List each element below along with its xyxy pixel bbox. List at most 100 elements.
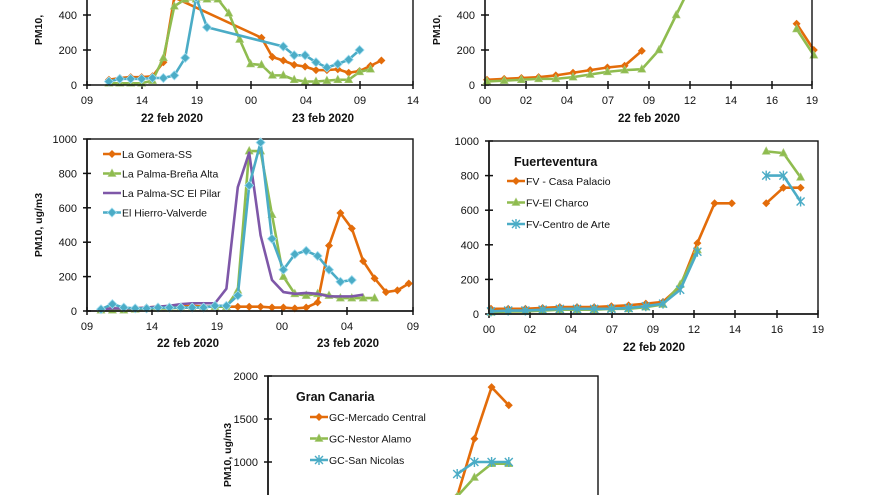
data-point <box>336 208 345 217</box>
data-point <box>301 62 310 71</box>
data-point <box>301 290 311 299</box>
y-ticks: 1000 1500 2000 <box>234 371 272 469</box>
y-tick-label: 1000 <box>455 136 479 148</box>
series-fv-el-charco <box>486 146 806 316</box>
data-point <box>125 73 136 84</box>
x-tick-label: 09 <box>81 321 93 333</box>
legend-label: GC-Mercado Central <box>329 412 426 424</box>
data-point <box>762 199 771 208</box>
legend-marker <box>314 455 324 465</box>
data-point <box>346 274 357 286</box>
x-tick-label: 04 <box>565 324 577 336</box>
data-point <box>452 469 462 480</box>
data-point <box>796 196 806 207</box>
legend-label: La Palma-SC El Pilar <box>122 188 221 200</box>
data-point <box>175 302 186 313</box>
chart-panel-c: PM10, ug/m3 0 200 400 600 800 1000 09 14 19 00 04… <box>33 134 419 350</box>
x-tick-label: 19 <box>806 95 818 107</box>
x-tick-label: 04 <box>300 95 312 107</box>
series-group <box>482 0 819 85</box>
data-point <box>779 183 788 192</box>
data-point <box>268 303 276 312</box>
legend-marker <box>107 168 117 177</box>
data-point <box>624 302 634 313</box>
data-point <box>516 74 526 84</box>
data-point <box>761 170 771 181</box>
series-line <box>490 251 699 313</box>
legend-item: FV-El Charco <box>507 197 589 210</box>
legend-label: GC-Nestor Alamo <box>329 434 411 446</box>
x-tick-label: 00 <box>276 321 288 333</box>
x-tick-label: 09 <box>647 324 659 336</box>
data-point <box>366 64 375 73</box>
data-point <box>693 239 702 248</box>
legend-marker <box>106 207 118 218</box>
y-axis-label: PM10, <box>431 15 443 45</box>
data-point <box>180 0 190 3</box>
data-point <box>278 271 288 280</box>
data-point <box>778 170 788 181</box>
data-point <box>504 401 513 410</box>
y-tick-label: 1500 <box>234 414 258 426</box>
data-point <box>136 73 147 84</box>
data-point <box>255 137 266 148</box>
series-cyan-series <box>103 0 365 87</box>
x-tick-label: 14 <box>407 95 419 107</box>
data-point <box>370 274 379 283</box>
legend-label: FV-Centro de Arte <box>526 219 610 231</box>
x-tick-label: 09 <box>643 95 655 107</box>
data-point <box>244 180 255 191</box>
data-point <box>796 183 805 192</box>
series-gc-san-nicolas <box>452 457 514 480</box>
data-point <box>278 264 289 275</box>
legend-item: La Gomera-SS <box>103 149 192 161</box>
legend: La Gomera-SS La Palma-Breña Alta La Palma-… <box>103 149 221 220</box>
y-tick-label: 600 <box>461 205 479 217</box>
data-point <box>152 302 164 313</box>
y-ticks: 0 200 400 600 800 1000 <box>53 134 91 318</box>
data-point <box>257 59 266 69</box>
series-green-series <box>104 0 375 87</box>
data-point <box>551 73 561 83</box>
data-point <box>637 64 647 73</box>
data-point <box>164 302 175 313</box>
data-point <box>321 62 332 73</box>
x-tick-label: 02 <box>524 324 536 336</box>
x-tick-label: 07 <box>602 95 614 107</box>
data-point <box>675 284 685 295</box>
series-group <box>95 137 413 315</box>
data-point <box>469 472 479 481</box>
data-point <box>727 199 736 208</box>
x-tick-label: 00 <box>245 95 257 107</box>
date-label-1: 22 feb 2020 <box>623 342 685 354</box>
data-point <box>107 299 118 310</box>
y-tick-label: 0 <box>469 80 475 92</box>
y-ticks: 0 200 400 <box>457 10 489 92</box>
data-point <box>114 73 125 84</box>
legend-marker <box>511 219 521 229</box>
series-line <box>456 460 509 476</box>
data-point <box>180 52 191 63</box>
data-point <box>169 1 179 10</box>
x-tick-label: 00 <box>483 324 495 336</box>
series-green-series <box>482 0 819 85</box>
y-tick-label: 2000 <box>234 371 258 383</box>
x-tick-label: 19 <box>191 95 203 107</box>
series-line <box>795 28 815 56</box>
x-tick-label: 14 <box>146 321 158 333</box>
data-point <box>278 70 288 79</box>
data-point <box>290 60 299 69</box>
legend-title: Fuerteventura <box>514 155 598 169</box>
legend-marker <box>315 413 323 421</box>
data-point <box>370 292 380 302</box>
data-point <box>589 303 599 314</box>
y-tick-label: 200 <box>457 45 475 57</box>
data-point <box>198 302 209 313</box>
date-label-1: 22 feb 2020 <box>141 113 203 125</box>
data-point <box>202 0 212 3</box>
data-point <box>235 34 245 43</box>
legend-marker <box>314 433 324 442</box>
data-point <box>534 73 544 83</box>
data-point <box>499 75 509 84</box>
